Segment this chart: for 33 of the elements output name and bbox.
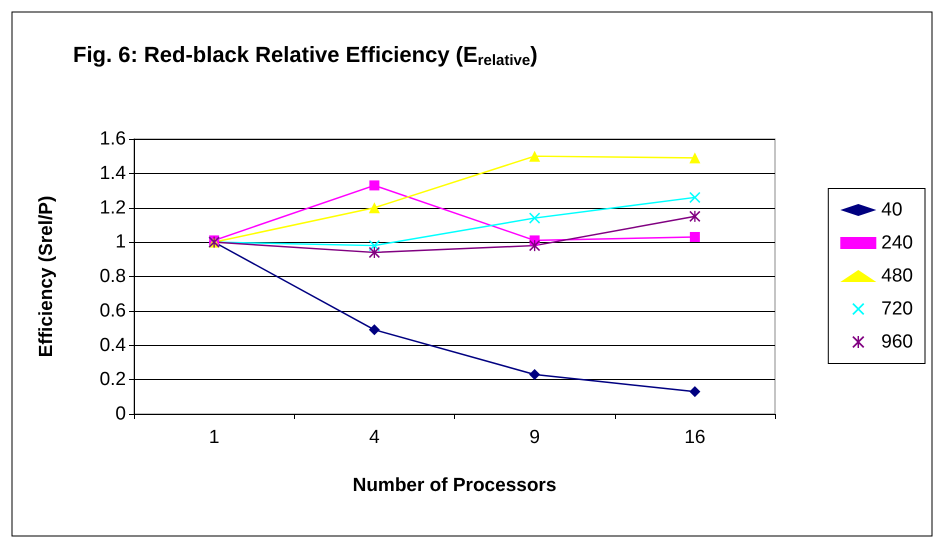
- point: [529, 150, 540, 162]
- y-tick-label: 0.4: [100, 334, 126, 356]
- x-axis-title: Number of Processors: [352, 475, 556, 496]
- y-tick-label: 0.2: [100, 369, 126, 390]
- y-tick-label: 0: [115, 404, 126, 424]
- point: [689, 386, 700, 398]
- point: [368, 202, 380, 214]
- point: [368, 324, 380, 336]
- legend-label: 240: [881, 232, 913, 254]
- point: [368, 246, 380, 258]
- point: [689, 210, 700, 222]
- x-tick-label: 9: [529, 427, 540, 448]
- y-tick-label: 0.8: [100, 266, 126, 287]
- point: [529, 368, 540, 380]
- point: [529, 212, 540, 224]
- x-tick-label: 1: [208, 427, 220, 448]
- legend-label: 960: [881, 332, 913, 352]
- point: [690, 232, 700, 242]
- y-axis-title: Efficiency (Srel/P): [36, 196, 57, 358]
- point: [529, 240, 540, 252]
- y-tick-label: 0.6: [100, 300, 126, 322]
- point: [689, 192, 700, 203]
- y-tick-label: 1: [115, 232, 126, 253]
- legend-label: 40: [881, 200, 902, 220]
- y-tick-label: 1.2: [100, 197, 126, 218]
- x-tick-label: 4: [369, 427, 380, 448]
- y-tick-label: 1.6: [100, 128, 126, 150]
- point: [689, 152, 700, 164]
- point: [369, 180, 380, 190]
- y-tick-label: 1.4: [100, 162, 126, 184]
- x-tick-label: 16: [684, 427, 706, 448]
- legend-label: 720: [881, 298, 913, 320]
- legend-label: 480: [881, 266, 913, 286]
